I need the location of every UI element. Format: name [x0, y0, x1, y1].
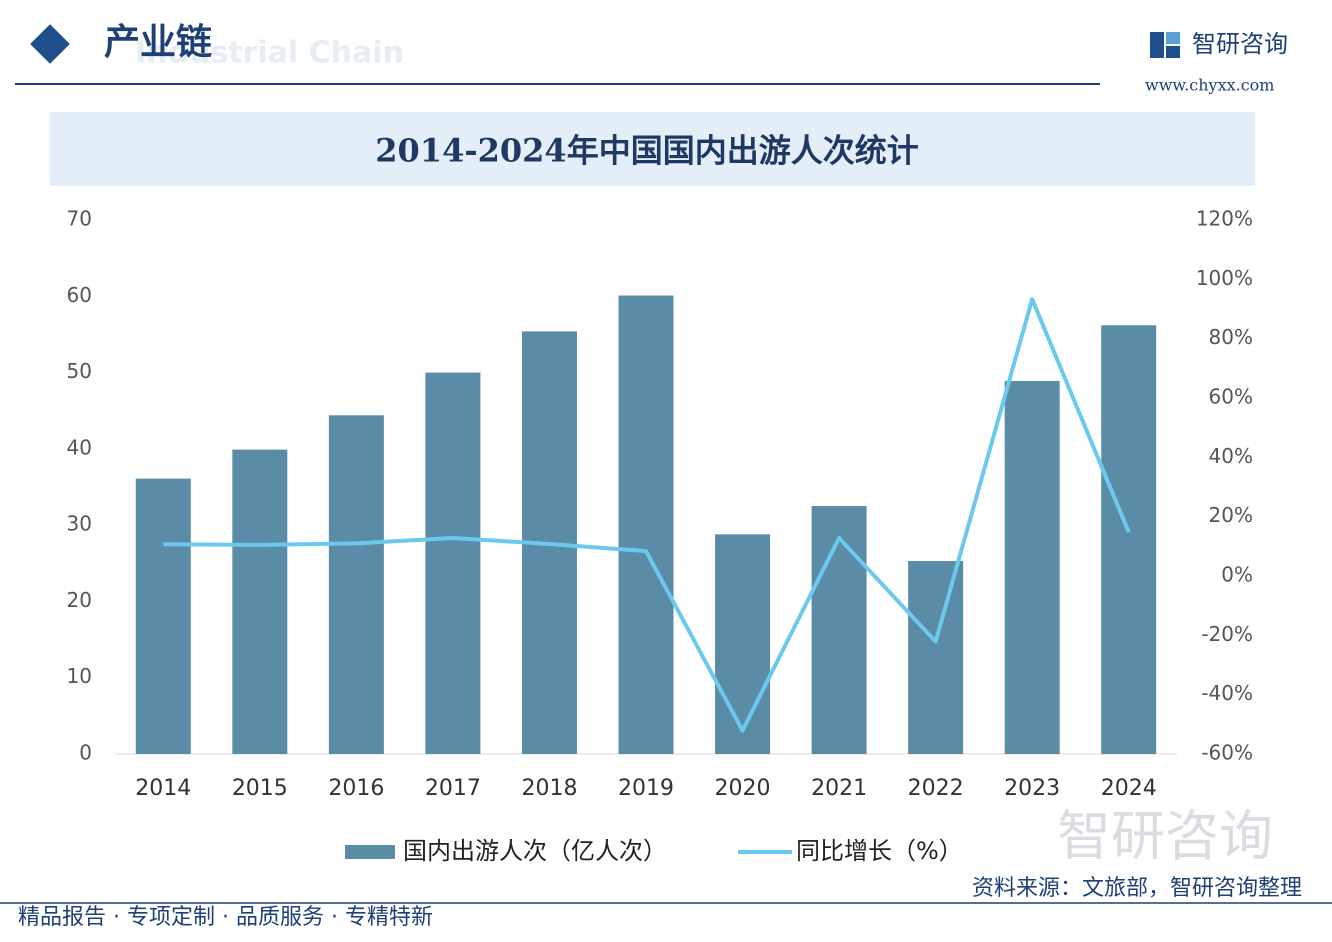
logo-shape	[1150, 32, 1164, 58]
x-tick-label: 2015	[232, 776, 288, 801]
y2-tick-label: 100%	[1196, 266, 1253, 290]
bar	[811, 506, 867, 754]
bar	[618, 295, 674, 754]
x-tick-label: 2021	[811, 776, 867, 801]
y2-tick-label: 120%	[1196, 207, 1253, 231]
x-tick-label: 2020	[715, 776, 771, 801]
legend-label: 同比增长（%）	[796, 837, 963, 865]
bar	[425, 372, 481, 754]
brand-logo	[1150, 32, 1180, 58]
y-tick-label: 50	[67, 359, 92, 383]
header-subtitle: Industrial Chain	[135, 36, 404, 71]
source-note: 资料来源：文旅部，智研咨询整理	[972, 876, 1302, 901]
x-tick-label: 2022	[908, 776, 964, 801]
y2-tick-label: 60%	[1209, 385, 1253, 409]
bar	[1004, 380, 1060, 754]
x-tick-label: 2014	[135, 776, 191, 801]
y-tick-label: 60	[67, 283, 92, 307]
y2-tick-label: 40%	[1209, 444, 1253, 468]
y-tick-label: 20	[67, 588, 92, 612]
x-tick-label: 2024	[1101, 776, 1157, 801]
growth-line	[163, 297, 1131, 733]
y-tick-label: 10	[67, 664, 92, 688]
y-tick-label: 30	[67, 512, 92, 536]
brand-name: 智研咨询	[1192, 30, 1288, 58]
bar	[908, 560, 964, 754]
y2-tick-label: -40%	[1201, 681, 1253, 705]
chart-title: 2014-2024年中国国内出游人次统计	[375, 132, 918, 170]
x-tick-label: 2016	[328, 776, 384, 801]
y-tick-label: 40	[67, 435, 92, 459]
y-tick-label: 70	[67, 207, 92, 231]
legend-swatch	[345, 845, 395, 859]
bar	[715, 534, 771, 754]
header-title: 产业链	[104, 22, 212, 63]
title-band	[50, 112, 1255, 186]
logo-shape	[1166, 46, 1180, 58]
y2-tick-label: -20%	[1201, 622, 1253, 646]
x-tick-label: 2023	[1004, 776, 1060, 801]
bar	[232, 449, 288, 754]
bar	[328, 415, 384, 754]
y2-tick-label: 0%	[1221, 563, 1253, 587]
logo-shape	[1166, 32, 1180, 44]
y-tick-label: 0	[79, 741, 92, 765]
bar	[1101, 325, 1157, 754]
x-tick-label: 2018	[521, 776, 577, 801]
brand-url: www.chyxx.com	[1145, 76, 1274, 95]
x-tick-label: 2017	[425, 776, 481, 801]
footer-slogan: 精品报告 · 专项定制 · 品质服务 · 专精特新	[18, 905, 433, 930]
legend-label: 国内出游人次（亿人次）	[403, 837, 667, 865]
header-diamond	[30, 24, 70, 64]
y2-tick-label: 80%	[1209, 325, 1253, 349]
y2-tick-label: 20%	[1209, 503, 1253, 527]
x-tick-label: 2019	[618, 776, 674, 801]
watermark: 智研咨询	[1057, 805, 1273, 868]
bar	[135, 478, 191, 754]
y2-tick-label: -60%	[1201, 741, 1253, 765]
